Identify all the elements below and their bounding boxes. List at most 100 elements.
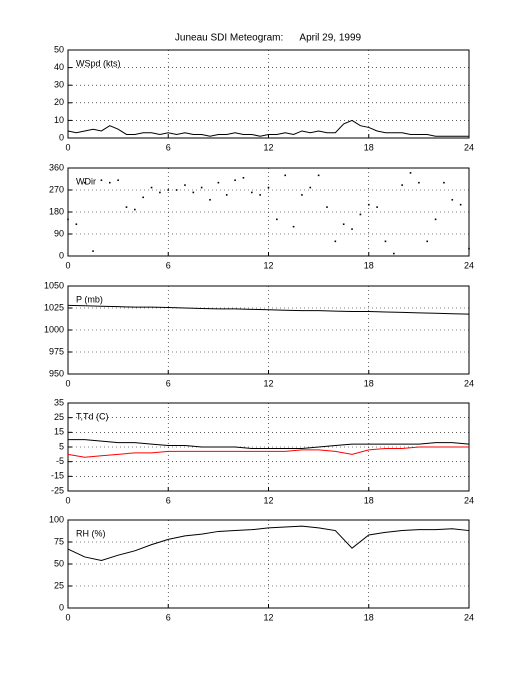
x-tick-label: 6 xyxy=(166,260,171,270)
axes-box xyxy=(67,519,470,609)
data-point xyxy=(192,191,195,194)
y-tick-label: 1000 xyxy=(44,324,64,334)
x-tick-label: 12 xyxy=(263,612,273,622)
x-tick-label: 0 xyxy=(65,495,70,505)
data-point xyxy=(267,186,270,189)
data-point xyxy=(401,184,403,186)
x-tick-label: 0 xyxy=(65,260,70,270)
axis-label: T,Td (C) xyxy=(76,411,109,421)
axis-label: RH (%) xyxy=(76,528,106,538)
axes-box xyxy=(67,49,470,139)
x-tick-label: 12 xyxy=(263,378,273,388)
data-point xyxy=(351,228,353,230)
data-point xyxy=(426,240,429,243)
data-point xyxy=(67,218,69,221)
data-point xyxy=(217,181,220,184)
y-tick-label: 30 xyxy=(54,80,64,90)
x-tick-label: 0 xyxy=(65,378,70,388)
data-point xyxy=(75,223,78,226)
y-tick-label: 0 xyxy=(59,250,64,260)
data-point xyxy=(376,206,378,208)
data-point xyxy=(100,179,103,182)
y-tick-label: 50 xyxy=(54,44,64,54)
y-tick-label: 25 xyxy=(54,412,64,422)
axis-label: P (mb) xyxy=(76,294,103,304)
data-point xyxy=(184,184,186,186)
x-tick-label: 6 xyxy=(166,142,171,152)
axes-box xyxy=(67,285,470,375)
y-tick-label: 75 xyxy=(54,536,64,546)
data-point xyxy=(242,176,245,179)
x-tick-label: 24 xyxy=(464,612,474,622)
x-tick-label: 18 xyxy=(364,142,374,152)
y-tick-label: 40 xyxy=(54,62,64,72)
data-point xyxy=(150,186,153,189)
data-point xyxy=(159,191,161,194)
data-point xyxy=(459,203,462,206)
x-tick-label: 12 xyxy=(263,142,273,152)
y-tick-label: 975 xyxy=(49,346,64,356)
y-tick-label: 180 xyxy=(49,206,64,216)
y-tick-label: 950 xyxy=(49,368,64,378)
axes-box xyxy=(67,167,470,257)
y-tick-label: 20 xyxy=(54,97,64,107)
data-point xyxy=(284,174,287,177)
x-tick-label: 0 xyxy=(65,612,70,622)
x-tick-label: 24 xyxy=(464,260,474,270)
data-point xyxy=(434,218,437,221)
y-tick-label: 0 xyxy=(59,132,64,142)
data-point xyxy=(83,181,86,184)
data-point xyxy=(468,247,470,250)
data-point xyxy=(134,208,136,211)
data-point xyxy=(209,198,211,201)
axis-label: WDir xyxy=(76,176,96,186)
data-point xyxy=(125,206,128,208)
data-point xyxy=(250,191,253,194)
data-point xyxy=(367,203,370,206)
x-tick-label: 6 xyxy=(166,612,171,622)
y-tick-label: 5 xyxy=(59,441,64,451)
y-tick-label: 0 xyxy=(59,602,64,612)
data-point xyxy=(167,189,170,191)
y-tick-label: 10 xyxy=(54,115,64,125)
x-tick-label: 12 xyxy=(263,495,273,505)
x-tick-label: 18 xyxy=(364,378,374,388)
x-tick-label: 24 xyxy=(464,142,474,152)
x-tick-label: 18 xyxy=(364,495,374,505)
data-point xyxy=(225,194,228,196)
x-tick-label: 24 xyxy=(464,378,474,388)
y-tick-label: -5 xyxy=(56,456,64,466)
y-tick-label: 1025 xyxy=(44,302,64,312)
x-tick-label: 24 xyxy=(464,495,474,505)
data-point xyxy=(259,194,261,196)
y-tick-label: 90 xyxy=(54,228,64,238)
data-point xyxy=(301,194,303,196)
x-tick-label: 12 xyxy=(263,260,273,270)
data-line xyxy=(67,446,469,458)
y-tick-label: 270 xyxy=(49,184,64,194)
data-point xyxy=(234,179,236,182)
data-line xyxy=(68,439,470,449)
y-tick-label: 15 xyxy=(54,427,64,437)
chart-title: Juneau SDI Meteogram: April 29, 1999 xyxy=(175,33,362,44)
data-point xyxy=(175,189,178,191)
data-point xyxy=(92,250,94,252)
data-point xyxy=(200,186,203,189)
data-point xyxy=(359,213,362,216)
data-point xyxy=(276,218,278,221)
y-tick-label: 100 xyxy=(49,514,64,524)
data-point xyxy=(309,186,312,189)
data-point xyxy=(418,181,420,184)
y-tick-label: 25 xyxy=(54,580,64,590)
data-point xyxy=(334,240,337,243)
data-point xyxy=(317,174,320,177)
data-point xyxy=(451,198,454,201)
y-tick-label: 35 xyxy=(54,397,64,407)
x-tick-label: 6 xyxy=(166,378,171,388)
data-line xyxy=(67,304,470,315)
data-point xyxy=(292,225,295,228)
data-point xyxy=(384,240,387,243)
data-point xyxy=(409,172,412,174)
